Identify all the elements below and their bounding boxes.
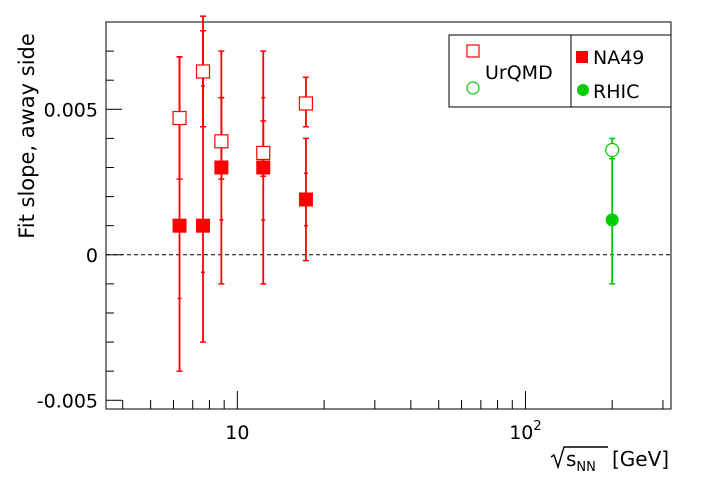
legend-label-na49: NA49: [593, 47, 644, 69]
urqmd-point: [214, 134, 229, 149]
legend: UrQMD NA49 RHIC: [448, 34, 672, 108]
y-tick-label: -0.005: [37, 390, 98, 412]
legend-marker-na49: [576, 51, 588, 63]
urqmd-point: [195, 64, 211, 79]
urqmd-point: [256, 145, 271, 161]
y-axis-label: Fit slope, away side: [15, 33, 39, 239]
legend-label-rhic: RHIC: [593, 81, 639, 103]
x-axis-label-unit: [GeV]: [612, 447, 669, 471]
urqmd-point: [605, 142, 620, 158]
urqmd-point: [298, 96, 314, 111]
x-axis-label-symbol: sNN: [566, 447, 596, 475]
rhic-point: [605, 213, 619, 227]
x-axis-label: sNN [GeV]: [550, 446, 669, 475]
sqrt-sign-icon: [550, 446, 608, 470]
na49-point: [298, 192, 313, 207]
axes: -0.005 0 0.005 10 102: [37, 21, 664, 444]
y-tick-label: 0: [86, 245, 98, 267]
x-tick-label: 10: [225, 422, 249, 444]
plot-frame: [105, 21, 672, 410]
data-layer: [106, 15, 671, 372]
na49-point: [172, 218, 187, 233]
urqmd-point: [172, 110, 187, 126]
plot-area-border: [105, 21, 672, 410]
na49-point: [196, 218, 211, 233]
legend-marker-urqmd-open-circle: [466, 81, 480, 95]
legend-label-urqmd: UrQMD: [485, 62, 553, 84]
x-tick-label: 102: [509, 419, 541, 444]
y-tick-label: 0.005: [44, 99, 98, 121]
legend-marker-rhic: [577, 84, 589, 96]
legend-marker-urqmd-open-square: [466, 44, 480, 58]
